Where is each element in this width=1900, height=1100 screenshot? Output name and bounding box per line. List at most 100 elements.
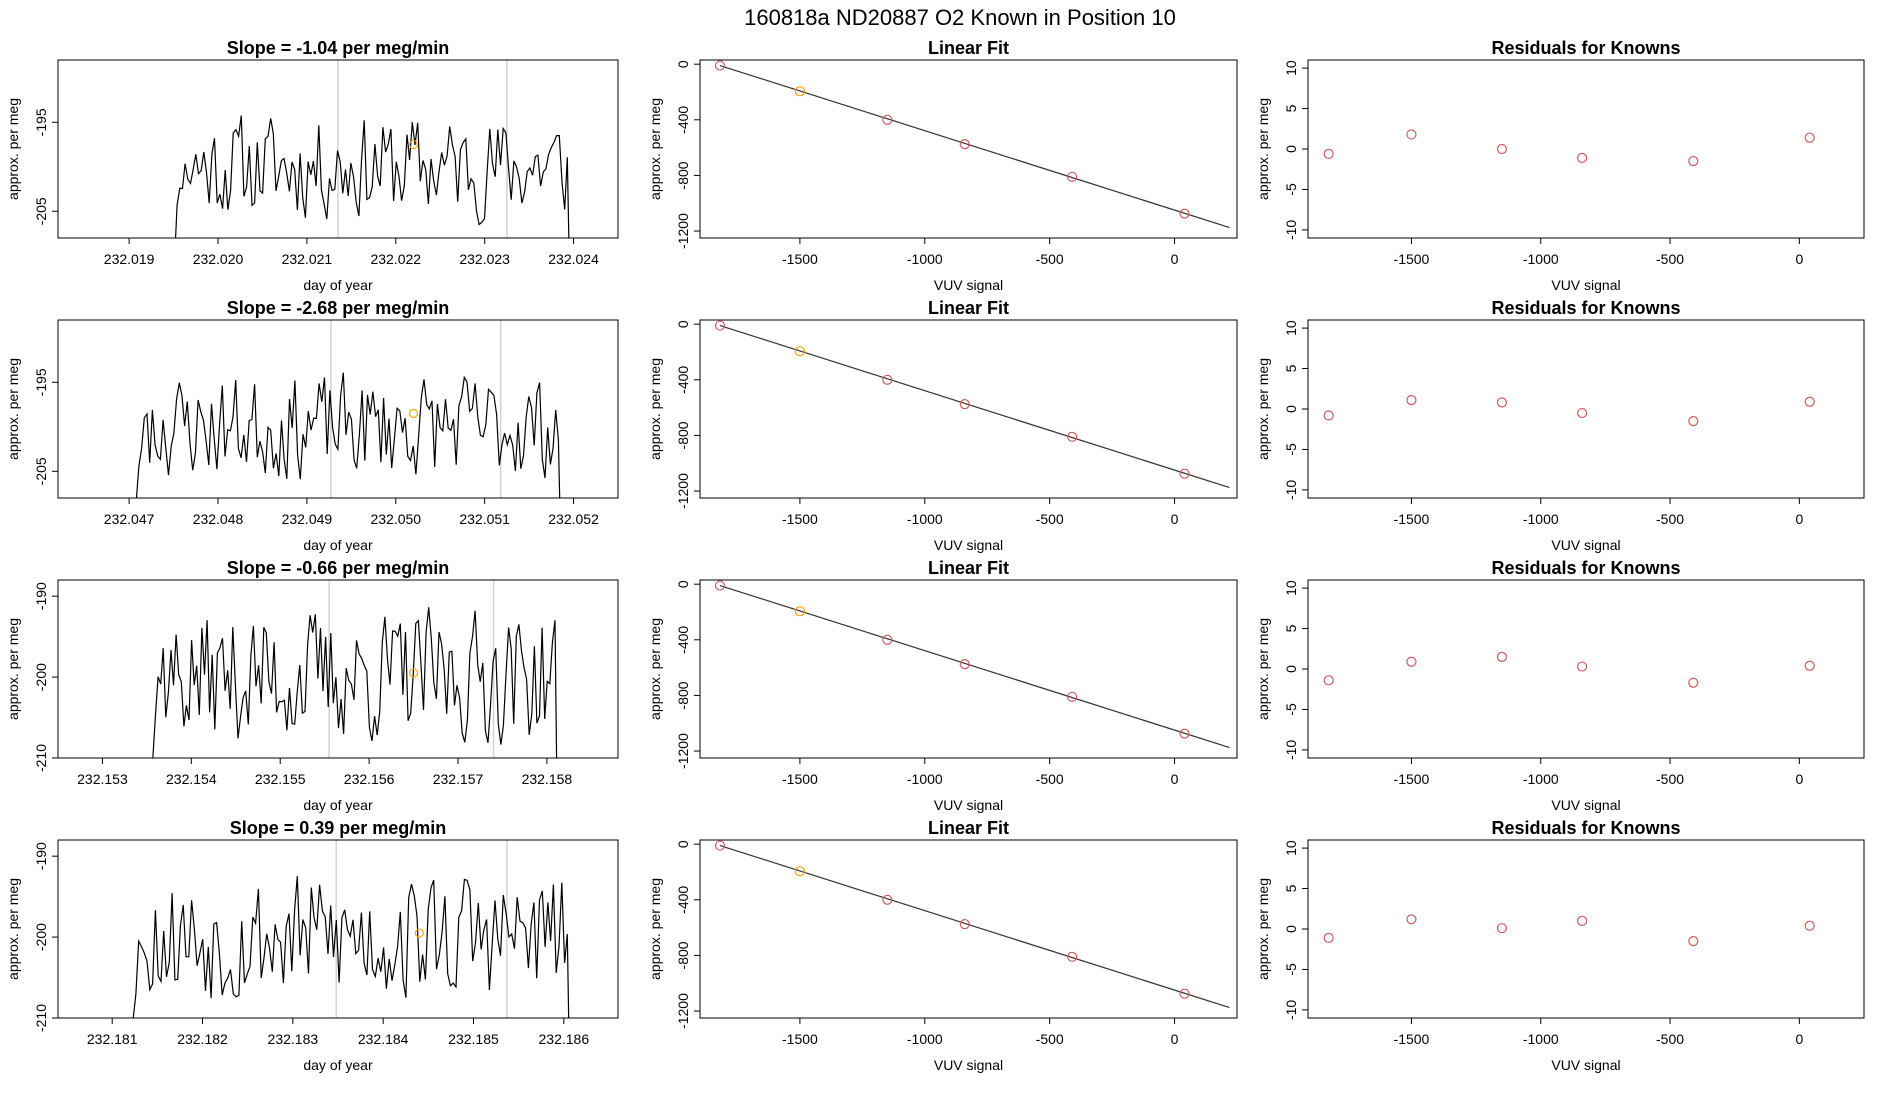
plot-frame — [1307, 839, 1865, 1019]
x-tick-label: 0 — [1171, 771, 1179, 787]
plot-area — [714, 60, 1230, 229]
x-tick-label: -1500 — [782, 1031, 818, 1047]
data-point — [794, 606, 806, 617]
x-tick-label: 232.021 — [282, 251, 333, 267]
x-tick-label: 232.049 — [282, 511, 333, 527]
data-point — [1577, 915, 1588, 927]
x-tick-label: 232.156 — [344, 771, 395, 787]
x-tick-label: 232.182 — [177, 1031, 228, 1047]
x-tick-label: 232.023 — [459, 251, 510, 267]
panel-grid: Slope = -1.04 per meg/min day of year appr… — [5, 38, 1865, 1073]
plot-area — [135, 320, 561, 498]
data-point — [1179, 468, 1190, 479]
x-tick-label: 0 — [1171, 251, 1179, 267]
plot-area — [1323, 914, 1815, 947]
series-line — [132, 876, 570, 1018]
panel-title: Linear Fit — [928, 38, 1009, 58]
panel-title: Residuals for Knowns — [1491, 818, 1680, 838]
data-point — [1067, 171, 1078, 182]
x-tick-label: -1500 — [1394, 511, 1430, 527]
y-tick-label: 0 — [675, 320, 691, 328]
y-tick-label: 0 — [1283, 145, 1299, 153]
plot-frame — [1307, 319, 1865, 499]
y-tick-label: -200 — [33, 923, 49, 951]
y-tick-label: -1200 — [675, 733, 691, 769]
data-point — [1406, 395, 1417, 406]
y-tick-label: 5 — [1283, 624, 1299, 632]
panel-residuals-1: Residuals for Knowns VUV signal approx. pe… — [1255, 38, 1865, 293]
x-tick-label: -500 — [1036, 771, 1064, 787]
y-tick-label: -1200 — [675, 993, 691, 1029]
y-tick-label: 0 — [675, 60, 691, 68]
data-point — [1179, 728, 1190, 739]
y-axis-label: approx. per meg — [1255, 618, 1271, 720]
y-tick-label: 10 — [1283, 840, 1299, 856]
x-tick-label: 232.048 — [193, 511, 244, 527]
x-tick-label: -1500 — [1394, 251, 1430, 267]
panel-time-2: Slope = -2.68 per meg/min day of year appr… — [5, 298, 619, 553]
y-tick-label: -10 — [1283, 480, 1299, 500]
plot-frame — [699, 839, 1238, 1019]
x-axis-label: day of year — [303, 537, 373, 553]
x-axis-label: VUV signal — [1551, 1057, 1620, 1073]
figure-title: 160818a ND20887 O2 Known in Position 10 — [744, 5, 1176, 30]
data-point — [882, 374, 893, 385]
y-axis-label: approx. per meg — [1255, 98, 1271, 200]
y-tick-label: -210 — [33, 1004, 49, 1032]
series-line — [152, 607, 558, 758]
x-tick-label: -500 — [1656, 771, 1684, 787]
data-point — [714, 60, 726, 71]
y-tick-label: -195 — [33, 368, 49, 396]
y-tick-label: -800 — [675, 941, 691, 969]
data-point — [1067, 691, 1078, 702]
y-tick-label: 0 — [1283, 925, 1299, 933]
x-tick-label: 232.052 — [548, 511, 599, 527]
x-axis-label: VUV signal — [934, 1057, 1003, 1073]
panel-title: Residuals for Knowns — [1491, 558, 1680, 578]
x-tick-label: 232.019 — [104, 251, 155, 267]
y-tick-label: -190 — [33, 582, 49, 610]
panel-residuals-2: Residuals for Knowns VUV signal approx. pe… — [1255, 298, 1865, 553]
known-marker — [414, 928, 424, 938]
data-point — [1688, 936, 1699, 947]
panel-title: Residuals for Knowns — [1491, 298, 1680, 318]
panel-residuals-3: Residuals for Knowns VUV signal approx. pe… — [1255, 558, 1865, 813]
x-tick-label: 232.153 — [77, 771, 128, 787]
data-point — [1577, 661, 1588, 672]
x-axis-label: VUV signal — [934, 537, 1003, 553]
plot-area — [714, 320, 1230, 489]
x-tick-label: 0 — [1795, 771, 1803, 787]
y-tick-label: -195 — [33, 108, 49, 136]
data-point — [882, 894, 893, 905]
y-tick-label: 10 — [1283, 60, 1299, 76]
fit-line — [719, 64, 1230, 229]
x-tick-label: 0 — [1171, 511, 1179, 527]
y-tick-label: -5 — [1283, 443, 1299, 456]
data-point — [882, 114, 893, 125]
panel-title: Slope = -0.66 per meg/min — [227, 558, 450, 578]
x-tick-label: -500 — [1036, 1031, 1064, 1047]
x-tick-label: -1000 — [1523, 251, 1559, 267]
data-point — [714, 580, 726, 591]
x-tick-label: 232.157 — [433, 771, 484, 787]
y-tick-label: -200 — [33, 663, 49, 691]
data-point — [1406, 914, 1417, 925]
data-point — [1804, 660, 1815, 671]
data-point — [1406, 129, 1417, 140]
data-point — [794, 86, 806, 97]
x-axis-label: VUV signal — [1551, 537, 1620, 553]
data-point — [1323, 410, 1334, 421]
data-point — [1067, 431, 1078, 442]
plot-area — [714, 580, 1230, 749]
panel-time-3: Slope = -0.66 per meg/min day of year appr… — [5, 558, 619, 813]
data-point — [1804, 396, 1815, 407]
y-tick-label: -1200 — [675, 473, 691, 509]
panel-fit-4: Linear Fit VUV signal approx. per meg -1500… — [647, 818, 1238, 1073]
data-point — [959, 139, 970, 150]
panel-title: Slope = -1.04 per meg/min — [227, 38, 450, 58]
x-tick-label: 232.050 — [370, 511, 421, 527]
x-tick-label: 0 — [1795, 511, 1803, 527]
plot-frame — [57, 59, 619, 239]
x-axis-label: day of year — [303, 277, 373, 293]
panel-fit-1: Linear Fit VUV signal approx. per meg -1500… — [647, 38, 1238, 293]
